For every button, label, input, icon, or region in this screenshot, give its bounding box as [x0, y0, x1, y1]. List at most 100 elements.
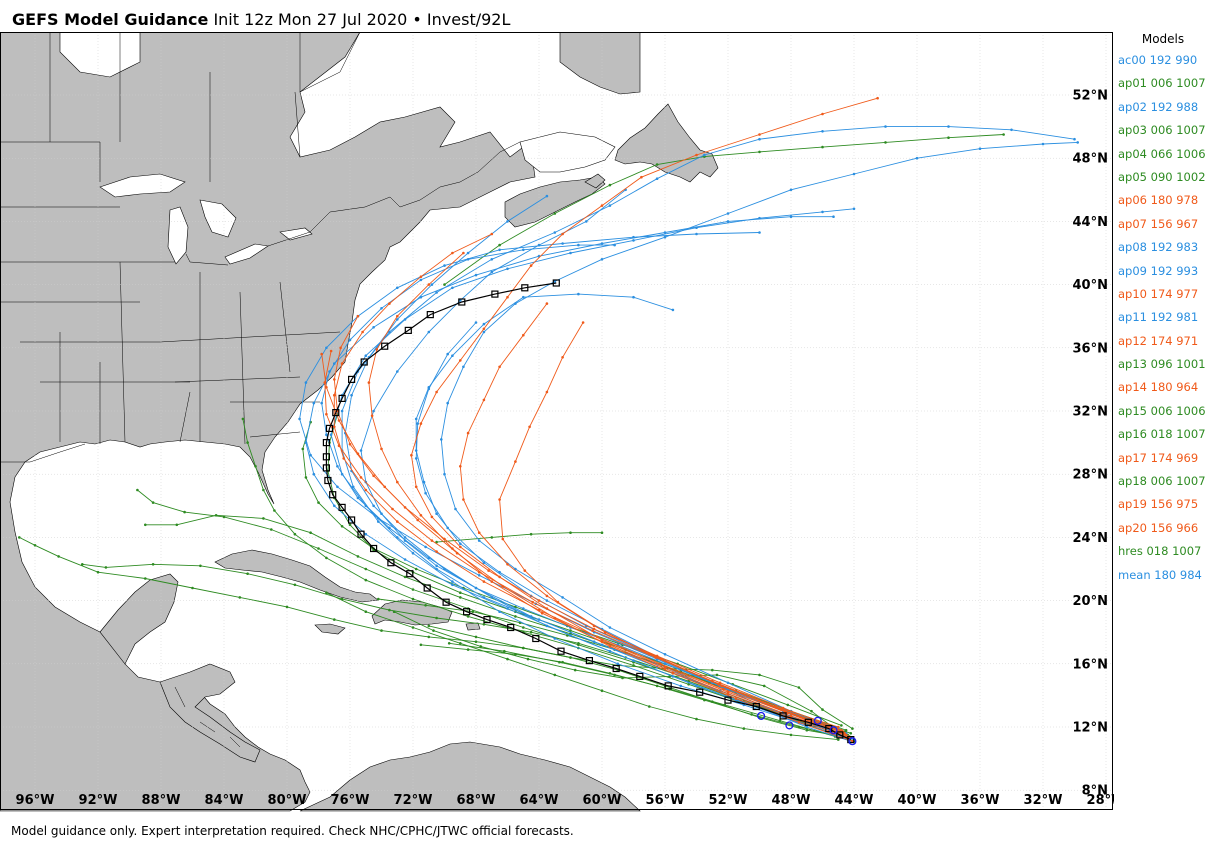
- blue-track-point: [852, 172, 856, 176]
- mean-track-marker: [332, 409, 340, 417]
- orange-track-point: [356, 452, 360, 456]
- blue-track-point: [663, 235, 667, 239]
- green-track-point: [392, 610, 396, 613]
- blue-track-point: [372, 504, 375, 508]
- mean-track-marker: [360, 358, 368, 366]
- green-track-point: [424, 604, 427, 607]
- mean-track-marker: [696, 688, 704, 696]
- blue-track-point: [915, 156, 919, 160]
- blue-track-point: [466, 251, 470, 255]
- mean-track-marker: [636, 672, 644, 681]
- lon-label: 32°W: [1024, 793, 1063, 808]
- green-track-point: [183, 510, 186, 514]
- blue-track-point: [608, 626, 612, 629]
- orange-track-point: [451, 251, 454, 255]
- blue-track-point: [569, 251, 572, 255]
- green-track-point: [849, 732, 853, 735]
- orange-track-point: [659, 662, 662, 666]
- lake-ontario: [279, 227, 313, 241]
- blue-track-point: [553, 231, 557, 234]
- green-track-point: [238, 596, 242, 599]
- orange-track-point: [837, 725, 840, 729]
- green-track-point: [309, 531, 312, 534]
- green-track-point: [553, 212, 557, 215]
- green-track-point: [459, 642, 462, 645]
- orange-track-point: [340, 362, 344, 365]
- orange-track-point: [663, 667, 667, 670]
- mean-track-marker: [370, 544, 378, 553]
- land-jamaica: [314, 623, 346, 635]
- green-track-point: [947, 136, 950, 139]
- blue-track-point: [427, 330, 431, 334]
- green-track-point: [273, 509, 276, 512]
- lat-label: 28°N: [1073, 468, 1108, 483]
- blue-track-point: [325, 346, 328, 350]
- orange-track-point: [419, 275, 423, 278]
- blue-track-point: [545, 624, 549, 628]
- green-track-point: [151, 501, 155, 504]
- blue-track-point: [561, 596, 564, 599]
- legend-item: ap14 180 964: [1118, 380, 1199, 395]
- blue-track-point: [703, 153, 706, 157]
- blue-track-point: [671, 308, 675, 312]
- lake-erie: [224, 243, 269, 265]
- orange-track-point: [545, 302, 549, 305]
- blue-track-point: [490, 270, 494, 274]
- blue-track-point: [309, 453, 312, 457]
- blue-track-point: [482, 330, 486, 334]
- green-track-point: [810, 709, 813, 713]
- orange-track-point: [591, 629, 594, 632]
- track-map: 52°N 48°N 44°N 40°N 36°N 32°N 28°N 24°N 20°N 16°N…: [0, 32, 1114, 812]
- green-track-point: [851, 727, 854, 730]
- border-canada-us: [0, 141, 521, 266]
- orange-track-point: [529, 264, 533, 267]
- orange-track-point: [596, 635, 599, 639]
- orange-track-point: [396, 480, 399, 484]
- green-track: [137, 489, 848, 736]
- blue-track-point: [446, 352, 450, 356]
- blue-track-point: [577, 243, 580, 247]
- orange-track-point: [466, 431, 470, 435]
- legend-item: ap11 192 981: [1118, 310, 1199, 325]
- blue-track-point: [424, 491, 427, 495]
- green-track-point: [348, 523, 352, 527]
- lat-label: 8°N: [1082, 784, 1108, 799]
- green-track-point: [432, 629, 435, 632]
- orange-track-point: [430, 539, 434, 542]
- green-track-point: [805, 728, 809, 732]
- blue-track-point: [600, 258, 604, 261]
- blue-track-point: [608, 204, 612, 207]
- blue-track-point: [312, 472, 316, 476]
- green-track-point: [136, 488, 139, 492]
- blue-track-point: [561, 242, 564, 245]
- orange-track-point: [459, 465, 462, 468]
- legend-item: ap04 066 1006: [1118, 146, 1206, 161]
- blue-track-point: [304, 381, 308, 384]
- orange-track-point: [528, 425, 531, 429]
- green-track-point: [285, 605, 289, 609]
- blue-track-point: [443, 264, 446, 267]
- green-track-point: [364, 610, 368, 613]
- blue-track-point: [789, 188, 793, 192]
- blue-track-point: [451, 354, 454, 358]
- green-track-point: [377, 597, 380, 601]
- mean-track-marker: [463, 608, 471, 616]
- green-track-point: [388, 608, 391, 612]
- green-track-point: [403, 575, 407, 579]
- mean-track-marker: [442, 598, 450, 606]
- orange-track-point: [388, 302, 391, 305]
- green-track-point: [262, 517, 265, 520]
- blue-track-point: [446, 526, 450, 530]
- green-track-point: [474, 640, 478, 643]
- blue-track-point: [474, 321, 478, 324]
- green-track-point: [577, 642, 580, 645]
- green-track-point: [742, 727, 746, 730]
- green-track-point: [18, 536, 21, 539]
- lat-labels-group: 52°N 48°N 44°N 40°N 36°N 32°N 28°N 24°N 20°N 16°N…: [1073, 89, 1108, 799]
- green-track-point: [325, 591, 328, 594]
- land-central-america: [159, 663, 261, 763]
- green-track-point: [762, 684, 766, 688]
- orange-track-point: [581, 321, 585, 324]
- orange-track-point: [337, 419, 341, 422]
- orange-track-point: [325, 412, 328, 416]
